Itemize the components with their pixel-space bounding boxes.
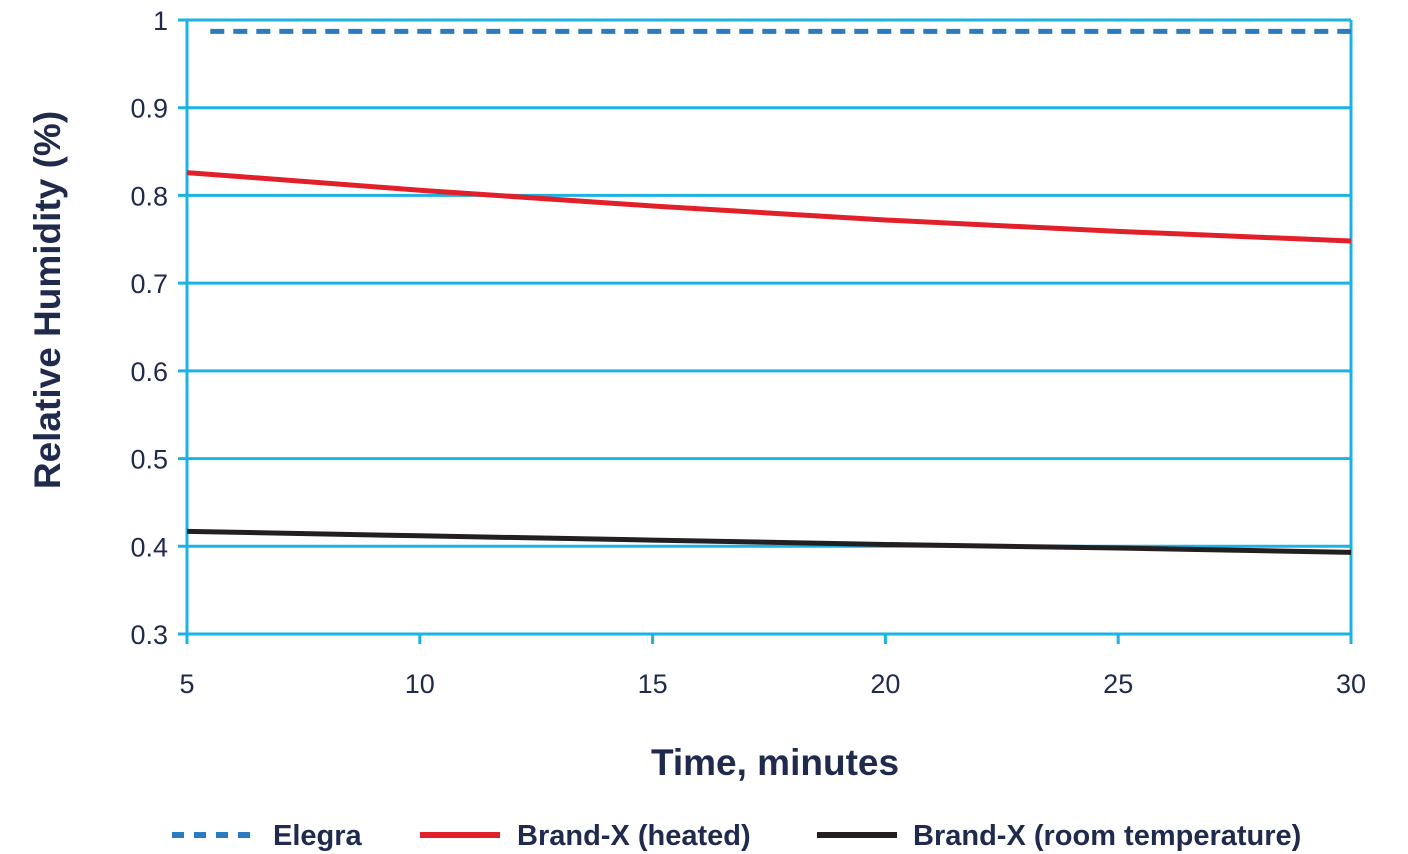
legend-item-1: Brand-X (heated)	[420, 820, 751, 852]
x-tick-label: 15	[638, 669, 668, 699]
x-axis-title: Time, minutes	[651, 742, 899, 783]
legend-label: Brand-X (room temperature)	[913, 820, 1301, 852]
y-axis-title: Relative Humidity (%)	[27, 111, 68, 489]
x-tick-label: 30	[1336, 669, 1366, 699]
y-tick-label: 0.9	[130, 94, 168, 124]
y-tick-label: 1	[153, 6, 168, 36]
series-lines	[186, 28, 1352, 555]
y-tick-label: 0.3	[130, 620, 168, 650]
y-tick-label: 0.5	[130, 445, 168, 475]
x-tick-label: 20	[870, 669, 900, 699]
x-tick-label: 5	[179, 669, 194, 699]
legend: Elegra Brand-X (heated) Brand-X (room temp…	[172, 820, 1301, 852]
legend-item-0: Elegra	[172, 820, 363, 852]
y-tick-label: 0.7	[130, 269, 168, 299]
y-tick-label: 0.4	[130, 532, 168, 562]
tick-labels: 0.30.40.50.60.70.80.915 10 15 20 25 30	[130, 6, 1366, 699]
x-tick-label: 25	[1103, 669, 1133, 699]
y-tick-label: 0.6	[130, 357, 168, 387]
x-tick-label: 10	[405, 669, 435, 699]
legend-label: Brand-X (heated)	[517, 820, 751, 852]
grid-lines	[178, 18, 1353, 644]
series-line-2	[186, 528, 1352, 555]
legend-item-2: Brand-X (room temperature)	[817, 820, 1301, 852]
y-tick-label: 0.8	[130, 181, 168, 211]
legend-label: Elegra	[273, 820, 363, 852]
series-line-1	[186, 170, 1352, 244]
